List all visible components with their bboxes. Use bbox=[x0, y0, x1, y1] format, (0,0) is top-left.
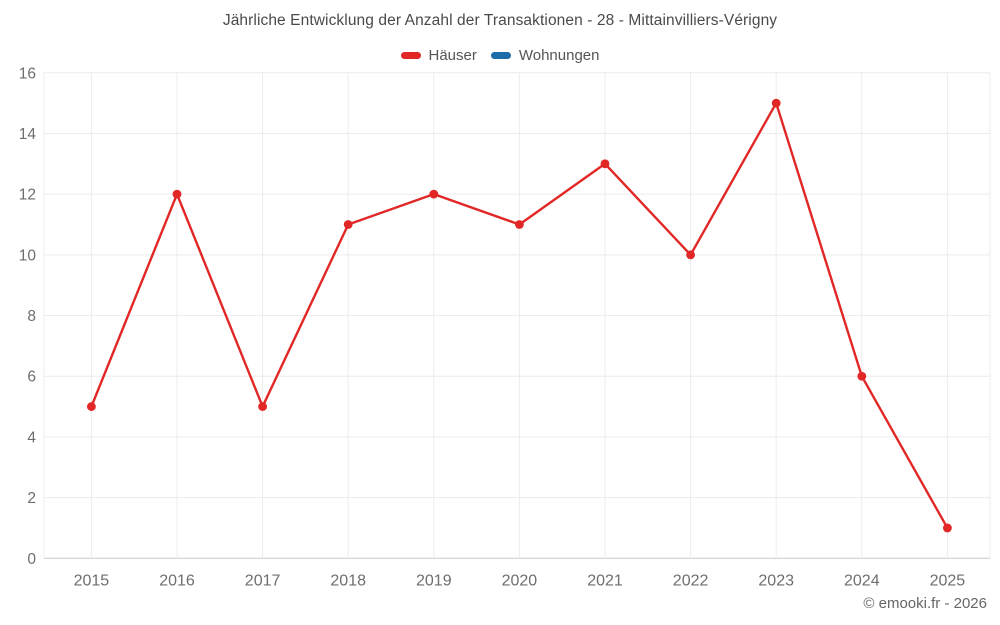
y-tick-label: 8 bbox=[27, 308, 36, 325]
x-tick-label: 2023 bbox=[758, 572, 794, 589]
legend-item-haeuser[interactable]: Häuser bbox=[400, 47, 477, 64]
y-tick-label: 12 bbox=[19, 187, 36, 204]
x-tick-label: 2018 bbox=[330, 572, 366, 589]
y-tick-label: 4 bbox=[27, 429, 36, 446]
data-point[interactable] bbox=[686, 250, 695, 260]
y-tick-label: 6 bbox=[27, 369, 36, 386]
y-tick-label: 14 bbox=[19, 126, 37, 143]
x-tick-label: 2015 bbox=[74, 572, 110, 589]
legend-label-wohnungen: Wohnungen bbox=[518, 47, 600, 64]
chart-title: Jährliche Entwicklung der Anzahl der Tra… bbox=[222, 12, 778, 29]
data-point[interactable] bbox=[771, 98, 781, 108]
data-point[interactable] bbox=[172, 189, 182, 199]
wohnungen-swatch-icon bbox=[490, 52, 511, 59]
data-point[interactable] bbox=[857, 371, 867, 381]
x-tick-label: 2025 bbox=[930, 572, 966, 589]
y-tick-label: 2 bbox=[27, 490, 36, 507]
y-tick-label: 10 bbox=[19, 247, 37, 264]
y-tick-label: 16 bbox=[19, 65, 36, 82]
data-point[interactable] bbox=[87, 402, 96, 411]
x-tick-label: 2019 bbox=[416, 572, 452, 589]
x-tick-label: 2024 bbox=[844, 572, 880, 589]
data-point[interactable] bbox=[343, 220, 353, 229]
data-point[interactable] bbox=[258, 402, 267, 411]
legend: Häuser Wohnungen bbox=[0, 47, 1000, 64]
haeuser-swatch-icon bbox=[400, 52, 421, 59]
copyright: © emooki.fr - 2026 bbox=[863, 595, 987, 612]
x-tick-label: 2022 bbox=[673, 572, 709, 589]
x-tick-label: 2017 bbox=[245, 572, 281, 589]
legend-item-wohnungen[interactable]: Wohnungen bbox=[490, 47, 600, 64]
legend-label-haeuser: Häuser bbox=[428, 47, 477, 64]
y-tick-label: 0 bbox=[27, 551, 36, 568]
data-point[interactable] bbox=[600, 159, 610, 169]
data-point[interactable] bbox=[429, 189, 439, 199]
data-point[interactable] bbox=[943, 523, 952, 533]
x-tick-label: 2021 bbox=[587, 572, 623, 589]
x-tick-label: 2020 bbox=[502, 572, 538, 589]
x-tick-label: 2016 bbox=[159, 572, 195, 589]
data-point[interactable] bbox=[515, 220, 524, 229]
